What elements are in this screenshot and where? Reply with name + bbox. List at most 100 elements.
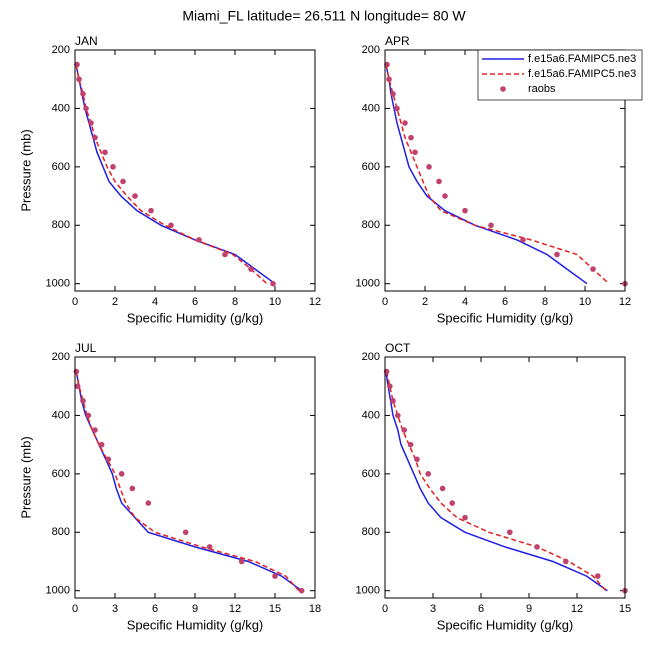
obs-point (554, 251, 560, 258)
x-tick-label: 18 (309, 603, 321, 615)
x-axis-title: Specific Humidity (g/kg) (127, 617, 264, 632)
obs-point (488, 222, 494, 229)
y-tick-label: 800 (52, 526, 70, 538)
y-tick-label: 400 (52, 102, 70, 114)
panel: JUL 0 3 6 9 12 15 18 200 400 600 800 1000 Specific Hu… (18, 341, 321, 632)
x-tick-label: 12 (309, 296, 321, 308)
obs-point (394, 105, 400, 112)
y-tick-label: 800 (52, 219, 70, 231)
obs-point (520, 237, 526, 243)
obs-point (384, 61, 390, 68)
y-tick-label: 200 (362, 44, 380, 56)
y-tick-label: 1000 (356, 585, 380, 597)
obs-point (401, 427, 408, 433)
obs-point (105, 456, 112, 463)
obs-point (145, 500, 152, 506)
obs-point (407, 441, 414, 448)
y-tick-label: 1000 (46, 278, 70, 290)
obs-point (272, 573, 278, 579)
obs-point (98, 441, 105, 448)
obs-point (390, 91, 396, 97)
x-tick-label: 10 (579, 296, 591, 308)
obs-point (85, 412, 92, 419)
y-tick-label: 600 (362, 468, 380, 480)
plot-frame (74, 356, 316, 599)
y-tick-label: 800 (362, 219, 380, 231)
obs-point (248, 266, 254, 272)
x-tick-label: 9 (526, 603, 532, 615)
obs-point (129, 485, 136, 492)
x-tick-label: 2 (422, 296, 428, 308)
obs-point (238, 558, 245, 565)
y-tick-label: 200 (52, 351, 70, 363)
obs-point (386, 76, 392, 83)
y-tick-label: 800 (362, 526, 380, 538)
x-tick-label: 12 (571, 603, 583, 615)
y-tick-label: 1000 (356, 278, 380, 290)
obs-point (436, 178, 442, 185)
x-tick-label: 2 (112, 296, 118, 308)
y-tick-label: 600 (52, 468, 70, 480)
x-tick-label: 6 (478, 603, 484, 615)
x-tick-label: 6 (152, 603, 158, 615)
obs-point (462, 207, 468, 214)
x-tick-label: 3 (430, 603, 436, 615)
obs-point (387, 383, 393, 390)
obs-point (92, 427, 98, 433)
profile-line (75, 371, 300, 592)
obs-point (88, 120, 94, 126)
obs-point (132, 193, 138, 199)
obs-point (395, 412, 401, 419)
profile-line (385, 64, 588, 285)
x-tick-label: 0 (382, 603, 388, 615)
obs-point (80, 91, 86, 97)
x-tick-label: 6 (502, 296, 508, 308)
panel-label: APR (385, 34, 410, 48)
y-tick-label: 400 (362, 409, 380, 421)
obs-point (298, 587, 305, 594)
legend-label: f.e15a6.FAMIPC5.ne3 (528, 68, 636, 80)
y-axis-title: Pressure (mb) (18, 129, 33, 211)
obs-point (414, 456, 420, 463)
obs-point (390, 398, 396, 404)
profile-line (385, 371, 608, 592)
obs-point (74, 61, 80, 68)
y-tick-label: 400 (52, 409, 70, 421)
obs-point (102, 149, 108, 156)
obs-point (425, 471, 432, 477)
obs-point (426, 164, 432, 170)
figure-title: Miami_FL latitude= 26.511 N longitude= 8… (182, 8, 466, 24)
x-tick-label: 9 (192, 603, 198, 615)
x-tick-label: 4 (152, 296, 158, 308)
obs-point (80, 398, 86, 404)
x-axis-title: Specific Humidity (g/kg) (437, 617, 574, 632)
obs-point (534, 544, 540, 550)
y-axis-title: Pressure (mb) (18, 436, 33, 518)
x-tick-label: 8 (542, 296, 548, 308)
obs-point (206, 544, 213, 550)
obs-point (590, 266, 596, 272)
obs-point (442, 193, 448, 199)
y-tick-label: 1000 (46, 585, 70, 597)
obs-point (110, 164, 116, 170)
profile-line (385, 64, 610, 285)
profile-line (75, 64, 268, 285)
x-tick-label: 15 (619, 603, 631, 615)
y-tick-label: 600 (362, 161, 380, 173)
obs-point (83, 105, 89, 112)
x-tick-label: 3 (112, 603, 118, 615)
obs-point (182, 529, 189, 536)
legend-label: raobs (528, 83, 556, 95)
x-tick-label: 0 (72, 296, 78, 308)
x-tick-label: 15 (269, 603, 281, 615)
profile-line (75, 64, 276, 285)
y-tick-label: 600 (52, 161, 70, 173)
plot-frame (384, 356, 626, 599)
x-tick-label: 12 (229, 603, 241, 615)
panel: OCT 0 3 6 9 12 15 200 400 600 800 1000 Specific Humi… (356, 341, 632, 632)
x-tick-label: 6 (192, 296, 198, 308)
obs-point (449, 500, 456, 506)
obs-point (92, 134, 98, 141)
